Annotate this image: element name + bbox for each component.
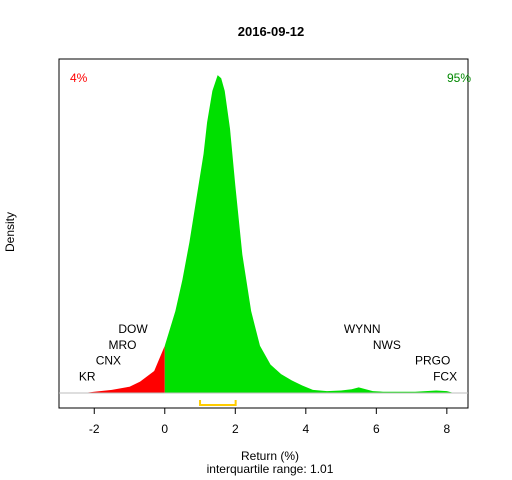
x-tick-label: 6 xyxy=(373,422,380,436)
stock-label-nws: NWS xyxy=(373,338,401,352)
positive-return-area xyxy=(164,75,454,394)
stock-label-wynn: WYNN xyxy=(344,322,381,336)
x-axis: -2 0 2 4 6 8 xyxy=(89,407,451,436)
x-tick-label: -2 xyxy=(89,422,100,436)
interquartile-range-label: interquartile range: 1.01 xyxy=(207,462,334,476)
stock-label-dow: DOW xyxy=(118,322,148,336)
x-tick-label: 8 xyxy=(444,422,451,436)
x-tick-label: 0 xyxy=(161,422,168,436)
x-tick-label: 4 xyxy=(302,422,309,436)
stock-label-cnx: CNX xyxy=(96,354,121,368)
negative-return-area xyxy=(83,345,165,393)
y-axis-label: Density xyxy=(3,212,17,252)
stock-label-fcx: FCX xyxy=(433,369,457,383)
stock-label-prgo: PRGO xyxy=(415,354,450,368)
x-axis-label: Return (%) xyxy=(241,449,299,463)
stock-label-kr: KR xyxy=(79,369,96,383)
left-tail-percent: 4% xyxy=(70,71,88,85)
x-tick-label: 2 xyxy=(232,422,239,436)
stock-label-mro: MRO xyxy=(109,338,137,352)
chart-title: 2016-09-12 xyxy=(238,24,305,39)
interquartile-range-bracket xyxy=(199,400,237,406)
right-tail-percent: 95% xyxy=(447,71,471,85)
